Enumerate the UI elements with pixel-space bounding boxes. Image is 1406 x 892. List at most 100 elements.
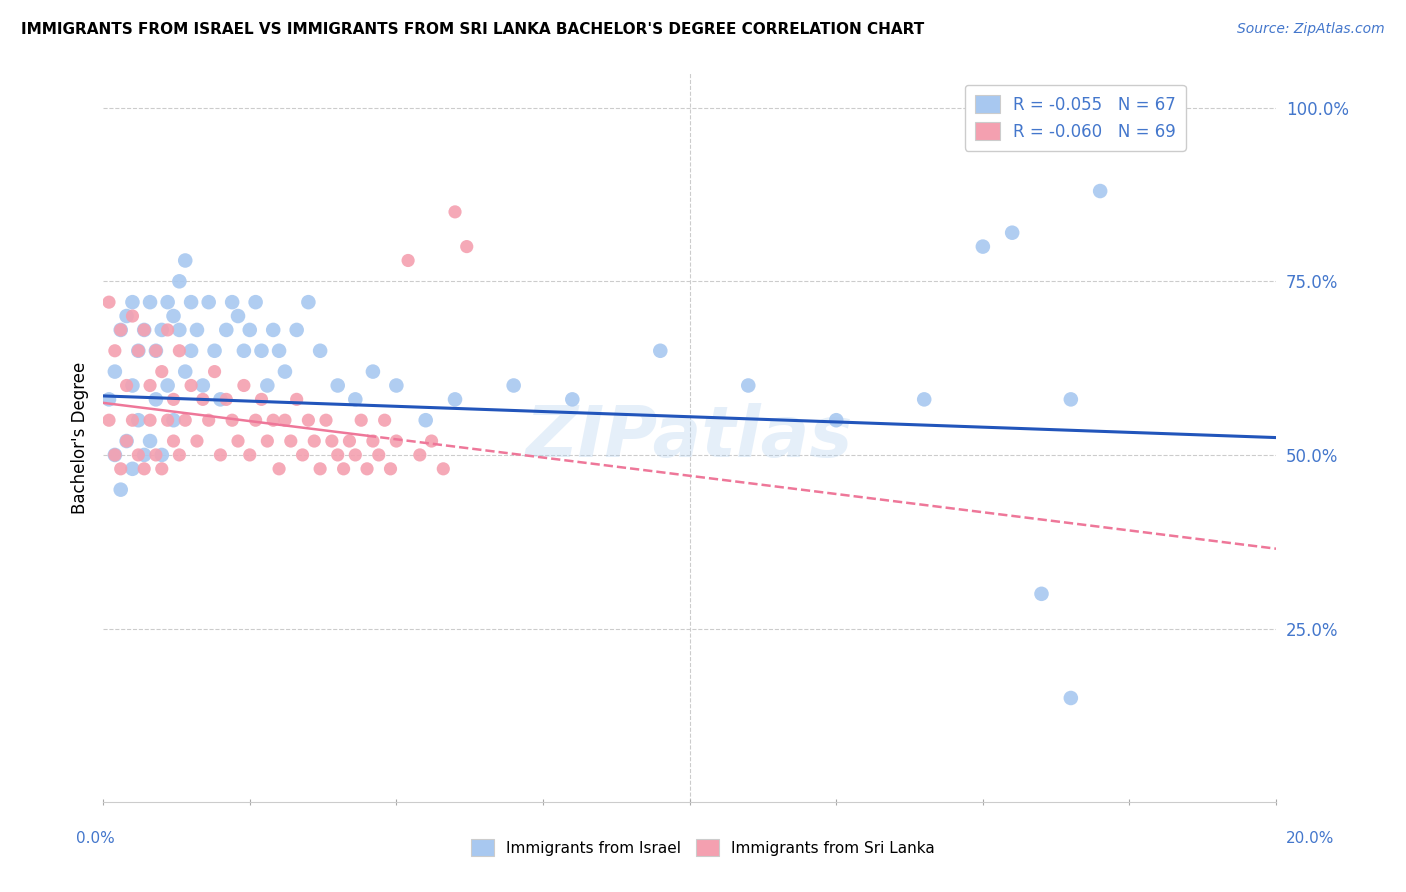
Point	[380, 462, 402, 476]
Point	[134, 323, 156, 337]
Point	[150, 323, 173, 337]
Point	[186, 323, 208, 337]
Point	[456, 239, 478, 253]
Point	[162, 413, 184, 427]
Point	[156, 323, 179, 337]
Point	[180, 295, 202, 310]
Point	[127, 343, 149, 358]
Point	[256, 434, 278, 448]
Point	[180, 378, 202, 392]
Point	[121, 413, 143, 427]
Point	[169, 274, 191, 288]
Point	[239, 323, 262, 337]
Point	[297, 413, 319, 427]
Point	[221, 295, 243, 310]
Point	[191, 378, 214, 392]
Point	[1088, 184, 1111, 198]
Point	[139, 295, 162, 310]
Text: Source: ZipAtlas.com: Source: ZipAtlas.com	[1237, 22, 1385, 37]
Point	[972, 239, 994, 253]
Point	[145, 392, 167, 407]
Point	[367, 448, 389, 462]
Point	[121, 378, 143, 392]
Point	[309, 462, 332, 476]
Point	[127, 343, 149, 358]
Point	[262, 323, 284, 337]
Point	[115, 434, 138, 448]
Point	[127, 448, 149, 462]
Point	[169, 448, 191, 462]
Point	[156, 413, 179, 427]
Point	[650, 343, 672, 358]
Point	[326, 448, 349, 462]
Point	[209, 392, 232, 407]
Point	[191, 392, 214, 407]
Point	[180, 343, 202, 358]
Point	[385, 434, 408, 448]
Point	[245, 295, 267, 310]
Point	[134, 448, 156, 462]
Point	[197, 295, 219, 310]
Point	[280, 434, 302, 448]
Point	[127, 413, 149, 427]
Point	[145, 343, 167, 358]
Point	[250, 392, 273, 407]
Point	[256, 378, 278, 392]
Point	[145, 448, 167, 462]
Point	[226, 434, 249, 448]
Point	[121, 309, 143, 323]
Point	[326, 378, 349, 392]
Point	[285, 323, 308, 337]
Point	[221, 413, 243, 427]
Point	[444, 392, 467, 407]
Point	[1060, 691, 1083, 706]
Point	[332, 462, 354, 476]
Point	[350, 413, 373, 427]
Y-axis label: Bachelor's Degree: Bachelor's Degree	[72, 361, 89, 514]
Point	[209, 448, 232, 462]
Point	[150, 365, 173, 379]
Point	[121, 295, 143, 310]
Point	[309, 343, 332, 358]
Point	[291, 448, 314, 462]
Point	[361, 365, 384, 379]
Point	[420, 434, 443, 448]
Point	[297, 295, 319, 310]
Point	[1001, 226, 1024, 240]
Legend: Immigrants from Israel, Immigrants from Sri Lanka: Immigrants from Israel, Immigrants from …	[465, 833, 941, 862]
Point	[110, 323, 132, 337]
Point	[339, 434, 361, 448]
Point	[232, 343, 254, 358]
Point	[174, 253, 197, 268]
Text: 20.0%: 20.0%	[1286, 831, 1334, 846]
Point	[134, 462, 156, 476]
Point	[204, 365, 226, 379]
Point	[174, 365, 197, 379]
Point	[115, 378, 138, 392]
Point	[274, 365, 297, 379]
Point	[134, 323, 156, 337]
Point	[267, 462, 290, 476]
Point	[274, 413, 297, 427]
Legend: R = -0.055   N = 67, R = -0.060   N = 69: R = -0.055 N = 67, R = -0.060 N = 69	[965, 85, 1185, 151]
Point	[432, 462, 454, 476]
Point	[262, 413, 284, 427]
Point	[344, 392, 367, 407]
Point	[409, 448, 432, 462]
Point	[444, 205, 467, 219]
Point	[162, 434, 184, 448]
Point	[374, 413, 396, 427]
Point	[98, 295, 121, 310]
Point	[162, 309, 184, 323]
Point	[104, 448, 127, 462]
Point	[245, 413, 267, 427]
Point	[197, 413, 219, 427]
Point	[215, 392, 238, 407]
Point	[145, 343, 167, 358]
Point	[156, 378, 179, 392]
Point	[139, 413, 162, 427]
Point	[561, 392, 583, 407]
Point	[150, 462, 173, 476]
Point	[321, 434, 343, 448]
Point	[344, 448, 367, 462]
